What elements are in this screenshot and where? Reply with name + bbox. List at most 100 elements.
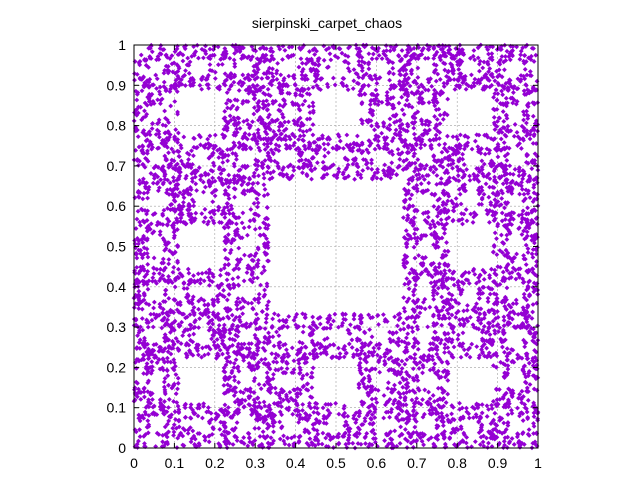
data-point [144, 111, 150, 117]
data-point [246, 224, 252, 230]
data-point [320, 405, 326, 411]
data-point [167, 180, 173, 186]
data-point [154, 266, 160, 272]
data-point [441, 84, 447, 89]
data-point [150, 180, 156, 186]
data-point [462, 73, 468, 79]
data-point [519, 179, 524, 185]
data-point [467, 354, 473, 360]
data-point [287, 389, 293, 395]
data-point [412, 287, 417, 292]
data-point [479, 317, 484, 322]
data-point [256, 98, 262, 104]
data-point [139, 88, 145, 94]
data-point [433, 231, 439, 237]
data-point [406, 286, 412, 292]
data-point [270, 74, 276, 80]
data-point [383, 43, 389, 49]
data-point [149, 351, 155, 357]
data-point [173, 391, 179, 397]
data-point [176, 83, 182, 89]
data-point [534, 221, 540, 227]
data-point [162, 346, 168, 351]
data-point [388, 86, 393, 92]
data-point [255, 257, 261, 263]
data-point [478, 320, 484, 326]
data-point [290, 131, 295, 137]
data-point [240, 210, 246, 216]
data-point [507, 171, 513, 177]
data-point [534, 153, 540, 159]
data-point [412, 151, 417, 156]
data-point [255, 345, 261, 351]
data-point [224, 297, 230, 303]
data-point [245, 122, 251, 127]
data-point [470, 53, 476, 59]
data-point [172, 318, 178, 324]
data-point [496, 174, 502, 180]
data-point [462, 321, 467, 326]
data-point [165, 177, 171, 183]
data-point [412, 160, 418, 166]
data-point [403, 382, 409, 388]
data-point [425, 401, 431, 407]
data-point [297, 371, 302, 376]
data-point [442, 441, 448, 447]
data-point [234, 352, 240, 357]
data-point [132, 110, 137, 115]
data-point [172, 360, 177, 366]
data-point [186, 270, 192, 276]
data-point [510, 100, 516, 106]
data-point [354, 417, 359, 423]
data-point [158, 275, 164, 281]
data-point [212, 193, 218, 199]
data-point [269, 385, 274, 390]
data-point [403, 197, 408, 203]
data-point [437, 261, 442, 267]
data-point [300, 402, 306, 407]
data-point [460, 341, 466, 347]
data-point [390, 95, 396, 100]
data-point [234, 129, 240, 135]
data-point [310, 122, 316, 127]
data-point [174, 89, 180, 94]
data-point [510, 301, 516, 307]
data-point [464, 409, 470, 415]
data-point [230, 276, 236, 282]
data-point [415, 65, 421, 71]
data-point [533, 52, 539, 58]
data-point [180, 58, 186, 64]
data-point [225, 347, 230, 353]
data-point [356, 92, 362, 98]
data-point [251, 173, 257, 179]
data-point [186, 157, 191, 162]
data-point [460, 330, 466, 336]
data-point [139, 77, 145, 82]
data-point [524, 233, 530, 239]
data-point [415, 56, 421, 62]
data-point [315, 147, 321, 153]
data-point [176, 417, 182, 423]
data-point [251, 90, 257, 95]
data-point [262, 186, 268, 192]
data-point [273, 355, 278, 361]
data-point [164, 368, 170, 374]
data-point [477, 68, 482, 74]
data-point [532, 240, 537, 246]
data-point [275, 312, 281, 318]
data-point [346, 440, 352, 446]
data-point [210, 53, 215, 58]
data-point [371, 345, 377, 351]
data-point [450, 151, 456, 157]
data-point [467, 177, 473, 183]
data-point [299, 60, 305, 66]
data-point [137, 337, 143, 343]
data-point [174, 400, 180, 405]
data-point [420, 299, 426, 305]
data-point [525, 205, 530, 211]
data-point [231, 180, 237, 186]
data-point [436, 264, 442, 270]
data-point [407, 354, 413, 360]
data-point [515, 352, 520, 358]
data-point [490, 44, 496, 50]
